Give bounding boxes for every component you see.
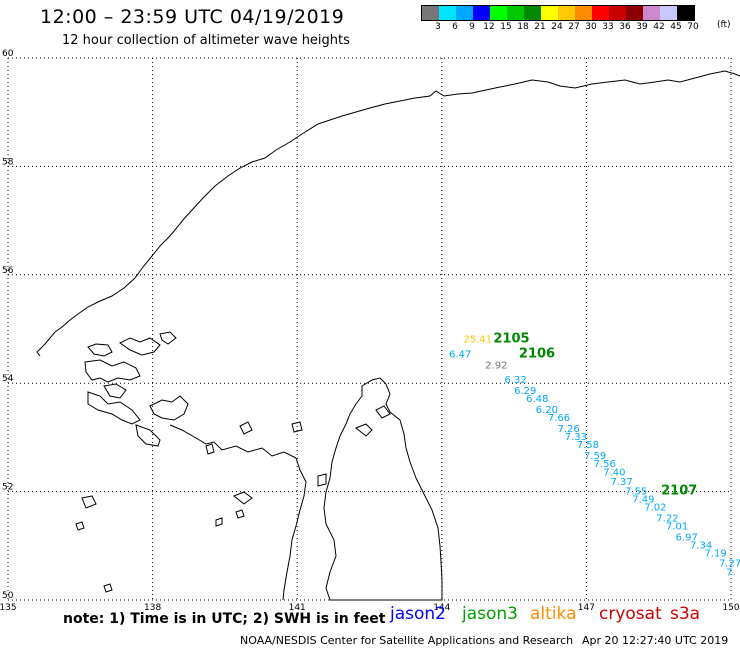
legend-swatch [507,6,524,20]
wave-height-value: 7.33 [565,432,587,443]
satellite-jason2: jason2 [390,604,446,624]
lat-tick-label: 54 [2,374,14,384]
legend-swatch [456,6,473,20]
wave-height-value: 7.27 [719,558,740,569]
legend-labels: 3 6 9 12 15 18 21 24 27 30 33 36 39 42 45 70 [421,21,699,35]
mainland-south-coastline [169,424,307,601]
legend-swatch [490,6,507,20]
lat-tick-label: 52 [2,483,13,493]
legend-color-bar [421,5,695,21]
wave-height-value: 7.58 [577,440,599,451]
lon-tick-label: 138 [144,603,161,613]
legend-label: 12 [483,22,495,32]
sakhalin-island [323,377,443,601]
legend-swatch [422,6,439,20]
wave-height-value: 7.56 [594,459,616,470]
legend-label: 30 [585,22,597,32]
legend-swatch [439,6,456,20]
wave-height-value: 6.29 [514,386,536,397]
pass-time-label: 2106 [519,347,555,362]
footer-timestamp: Apr 20 12:27:40 UTC 2019 [582,634,729,647]
axis-labels: 135 138 141 144 147 150 50 52 54 56 58 60 [0,49,740,613]
map-grid [7,57,732,601]
wave-height-value: 7.02 [644,503,666,514]
wave-height-value: 7.49 [632,494,654,505]
map-subtitle: 12 hour collection of altimeter wave hei… [62,33,350,48]
wave-height-legend: 3 6 9 12 15 18 21 24 27 30 33 36 39 42 45 70 [421,5,699,35]
legend-swatch [541,6,558,20]
wave-height-value: 6.20 [536,405,558,416]
wave-height-value: 7.55 [625,486,647,497]
wave-height-value: 7.34 [690,541,712,552]
lat-tick-label: 56 [2,266,14,276]
legend-swatch [677,6,694,20]
lon-tick-label: 150 [722,603,739,613]
legend-label: 42 [653,22,665,32]
legend-swatch [626,6,643,20]
mainland-coastline [36,70,740,357]
legend-swatch [609,6,626,20]
legend-label: 6 [452,22,458,32]
legend-swatch [575,6,592,20]
legend-label: 36 [619,22,631,32]
lon-tick-label: 141 [289,603,306,613]
legend-label: 24 [551,22,563,32]
coastline [36,70,740,601]
legend-label: 21 [534,22,546,32]
satellite-jason3: jason3 [462,604,518,624]
legend-label: 45 [670,22,682,32]
legend-label: 33 [602,22,614,32]
legend-swatch [558,6,575,20]
satellite-cryosat: cryosat [599,604,662,624]
map-title: 12:00 – 23:59 UTC 04/19/2019 [40,6,345,28]
legend-swatch [473,6,490,20]
wave-height-value: 7.59 [584,451,606,462]
lat-tick-label: 58 [2,157,14,167]
lon-tick-label: 144 [433,603,450,613]
footer-credit: NOAA/NESDIS Center for Satellite Applica… [240,634,574,647]
wave-height-value: 7.40 [603,467,625,478]
wave-height-value: 7.19 [704,549,726,560]
pass-time-label: 2107 [661,483,697,498]
wave-height-value: 6.47 [449,350,471,361]
wave-height-value: 7.66 [548,413,570,424]
shantar-islands [87,343,113,357]
wave-height-value: 2.92 [485,361,507,372]
lat-tick-label: 50 [2,591,14,601]
legend-swatch [592,6,609,20]
legend-swatch [524,6,541,20]
wave-height-value: 6.97 [676,532,698,543]
wave-height-value: 7.26 [557,424,579,435]
satellite-s3a: s3a [670,604,701,624]
legend-label: 70 [687,22,699,32]
lon-tick-label: 135 [0,603,17,613]
legend-label: 39 [636,22,648,32]
wave-height-value: 7.22 [656,513,678,524]
legend-label: 18 [517,22,529,32]
legend-label: 15 [500,22,512,32]
wave-height-value: 6.48 [526,394,548,405]
legend-label: 27 [568,22,580,32]
lon-tick-label: 147 [578,603,595,613]
footer-note: note: 1) Time is in UTC; 2) SWH is in fe… [63,611,386,627]
wave-height-value: 7.37 [611,477,633,488]
lat-tick-label: 60 [2,49,14,59]
legend-unit: (ft) [717,20,731,30]
satellite-altika: altika [530,604,577,624]
wave-height-value: 6.32 [504,375,526,386]
legend-label: 9 [469,22,475,32]
wave-height-value: 25.41 [463,335,492,346]
wave-height-value: 7. [726,568,736,579]
legend-swatch [660,6,677,20]
pass-time-label: 2105 [493,332,529,347]
legend-swatch [643,6,660,20]
wave-height-value: 7.01 [666,522,688,533]
legend-label: 3 [435,22,441,32]
